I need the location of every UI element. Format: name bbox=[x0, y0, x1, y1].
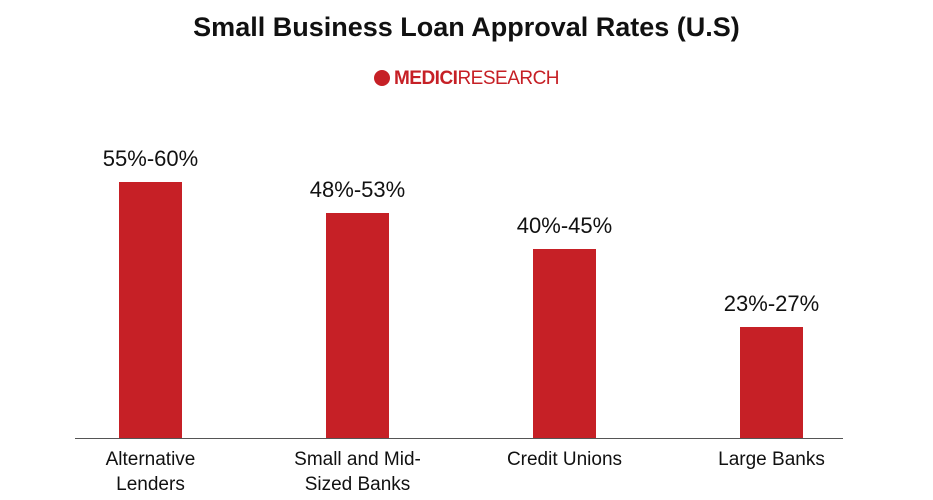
x-tick-label: Large Banks bbox=[718, 449, 825, 470]
bar bbox=[119, 182, 182, 438]
value-label: 23%-27% bbox=[723, 290, 820, 316]
bar bbox=[740, 326, 803, 438]
x-tick-label: Alternative Lenders bbox=[105, 449, 196, 495]
value-label: 40%-45% bbox=[516, 212, 613, 238]
bar bbox=[326, 213, 389, 438]
x-tick-label: Credit Unions bbox=[506, 449, 623, 470]
value-label: 55%-60% bbox=[102, 146, 199, 172]
logo-brand: MEDICI bbox=[393, 68, 458, 89]
value-label: 48%-53% bbox=[309, 177, 406, 203]
bar bbox=[533, 248, 596, 438]
logo: MEDICIRESEARCH bbox=[0, 68, 933, 90]
logo-suffix: RESEARCH bbox=[457, 68, 560, 89]
logo-icon bbox=[373, 70, 390, 86]
x-tick-label: Small and Mid-Sized Banks bbox=[294, 449, 421, 495]
x-axis bbox=[75, 438, 843, 439]
chart-title: Small Business Loan Approval Rates (U.S) bbox=[193, 12, 740, 42]
